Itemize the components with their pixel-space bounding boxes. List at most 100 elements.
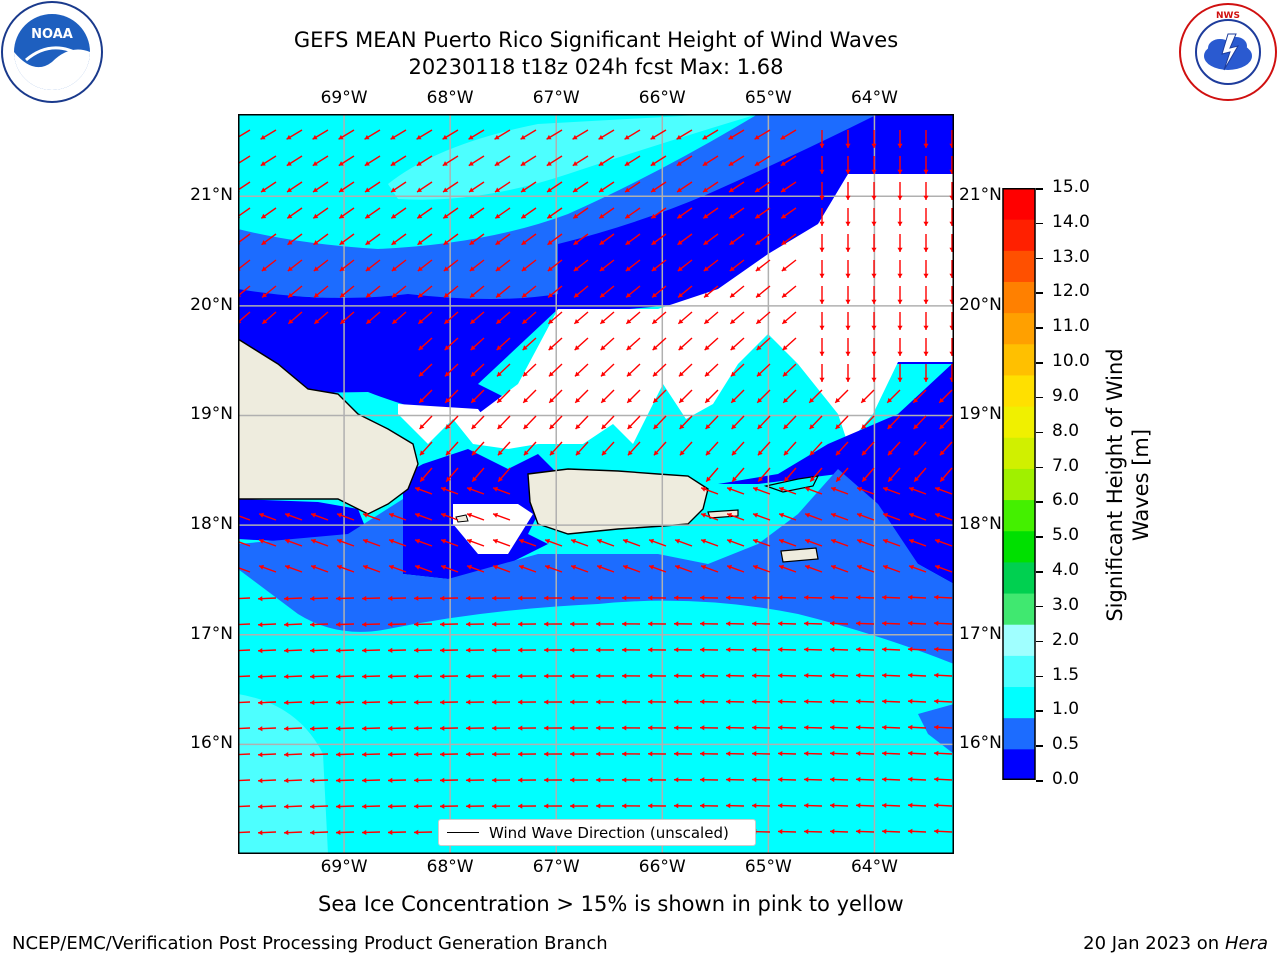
wave-arrow-head	[703, 187, 709, 192]
wave-arrow-head	[544, 777, 549, 783]
wave-arrow-head	[677, 213, 683, 219]
wave-arrow-head	[366, 318, 372, 324]
wave-arrow-head	[678, 345, 684, 351]
wave-arrow-head	[418, 371, 424, 377]
colorbar-tick-mark	[1036, 780, 1043, 782]
wave-arrow-head	[836, 476, 841, 482]
wave-arrow-head	[651, 266, 657, 272]
wave-arrow-head	[726, 777, 731, 783]
wave-arrow-head	[523, 424, 529, 430]
wave-arrow-head	[624, 134, 630, 140]
colorbar	[1002, 188, 1036, 780]
wave-arrow-head	[466, 621, 471, 627]
wave-arrow-head	[730, 371, 736, 377]
wave-arrow-head	[702, 161, 708, 166]
wave-arrow-head	[258, 804, 263, 810]
wave-arrow-head	[934, 776, 939, 782]
wave-arrow-head	[704, 371, 710, 377]
wave-arrow-head	[366, 292, 372, 298]
wave-arrow-head	[549, 424, 555, 430]
wave-arrow-head	[934, 802, 939, 808]
wave-arrow-head	[883, 512, 888, 518]
wave-arrow-head	[445, 450, 451, 456]
wave-arrow-head	[390, 161, 396, 166]
wave-arrow-head	[362, 725, 367, 732]
wave-arrow-head	[596, 621, 601, 627]
wave-arrow-head	[704, 318, 710, 324]
wave-arrow-head	[523, 397, 529, 403]
wave-arrow-head	[622, 699, 627, 705]
wave-arrow-head	[313, 213, 319, 219]
island-virgin	[763, 475, 820, 493]
wave-arrow-head	[440, 803, 445, 809]
wave-arrow-head	[923, 273, 929, 278]
wave-arrow-head	[599, 240, 605, 245]
wave-arrow-head	[856, 620, 861, 627]
wave-arrow-head	[897, 169, 903, 174]
wave-arrow-shaft	[238, 566, 251, 573]
wave-arrow-head	[705, 450, 711, 456]
wave-arrow-head	[778, 621, 783, 627]
wave-arrow-shaft	[238, 233, 251, 244]
colorbar-segment	[1003, 437, 1035, 469]
lon-tick-label-bottom: 64°W	[850, 857, 898, 877]
colorbar-segment	[1003, 499, 1035, 532]
wave-arrow-head	[548, 318, 554, 324]
wave-arrow-head	[467, 512, 472, 518]
lat-tick-label-left: 16°N	[190, 733, 233, 754]
wave-arrow-head	[804, 828, 809, 835]
wave-arrow-head	[493, 512, 498, 518]
wave-arrow-shaft	[238, 129, 251, 138]
wave-arrow-head	[700, 673, 705, 679]
wave-arrow-head	[622, 621, 627, 627]
wave-arrow-head	[259, 538, 264, 544]
map-plot	[238, 114, 954, 854]
wave-arrow-head	[338, 134, 344, 140]
lat-tick-label-right: 16°N	[959, 733, 1002, 754]
wave-arrow-head	[388, 725, 393, 731]
wave-arrow-head	[495, 240, 501, 245]
wave-arrow-head	[783, 450, 789, 456]
wave-arrow-head	[546, 134, 552, 140]
wave-arrow-head	[752, 803, 757, 809]
island-st-croix	[780, 547, 819, 563]
wave-arrow-head	[678, 371, 684, 377]
wave-arrow-head	[391, 266, 397, 272]
colorbar-tick-label: 14.0	[1052, 211, 1090, 232]
colorbar-tick-mark	[1036, 536, 1043, 538]
wave-arrow-head	[857, 486, 862, 492]
wave-arrow-head	[284, 804, 289, 810]
wave-arrow-head	[726, 595, 731, 601]
wave-arrow-head	[650, 161, 656, 166]
wave-arrow-head	[752, 647, 757, 653]
wave-arrow-head	[856, 802, 861, 809]
wave-arrow-head	[262, 318, 268, 324]
wave-arrow-head	[676, 134, 682, 140]
wave-arrow-head	[819, 273, 825, 278]
colorbar-segment	[1003, 188, 1035, 220]
wave-arrow-head	[389, 538, 394, 544]
wave-arrow-head	[575, 424, 581, 430]
wave-arrow-head	[466, 673, 471, 679]
wave-arrow-head	[259, 512, 264, 518]
wave-arrow-head	[365, 240, 371, 245]
nodata-region	[478, 174, 954, 449]
wave-arrow-head	[469, 213, 475, 219]
wave-arrow-head	[418, 318, 424, 324]
wave-arrow-head	[492, 803, 497, 809]
wave-arrow-head	[883, 538, 888, 544]
wave-arrow-head	[935, 538, 940, 544]
wave-arrow-head	[518, 777, 523, 783]
colorbar-segment	[1003, 686, 1035, 719]
wave-arrow-head	[731, 424, 737, 430]
wave-arrow-head	[444, 292, 450, 298]
wave-arrow-head	[443, 240, 449, 245]
wave-arrow-head	[781, 266, 787, 272]
wave-arrow-head	[809, 450, 815, 456]
wave-arrow-head	[444, 345, 450, 351]
wave-arrow-head	[783, 424, 789, 430]
wave-arrow-head	[258, 778, 263, 784]
wave-arrow-head	[831, 512, 836, 518]
wave-arrow-head	[871, 195, 877, 200]
wave-arrow-head	[756, 318, 762, 324]
